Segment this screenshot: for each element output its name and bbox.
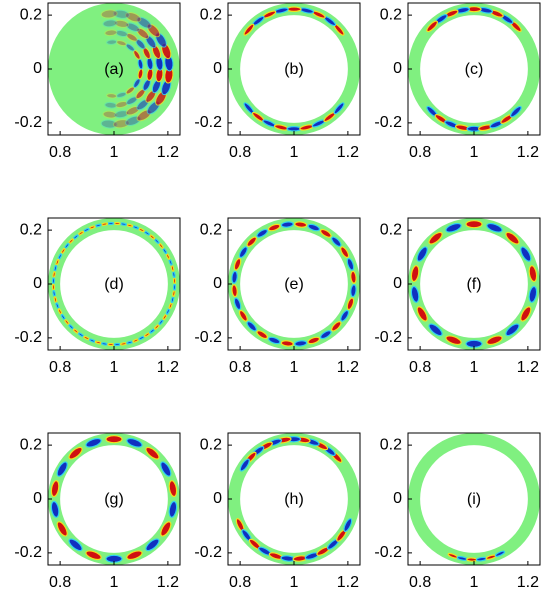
mode-pattern: [101, 223, 107, 226]
mode-pattern: [172, 290, 175, 296]
y-tick-label: 0: [33, 275, 42, 292]
y-tick-label: 0: [213, 275, 222, 292]
x-tick-label: 0.8: [49, 574, 71, 591]
mode-pattern: [466, 221, 482, 228]
y-tick-label: -0.2: [194, 114, 222, 131]
x-tick-label: 1.2: [337, 359, 359, 376]
figure: 0.8 1 1.2 0.2 0 -0.2 (a) 0.8 1 1.2 0.2 0 -0.2 (b) 0.8 1…: [0, 0, 548, 601]
panel-label: (c): [465, 61, 484, 78]
panel: 0.8 1 1.2 0.2 0 -0.2 (e): [194, 218, 360, 376]
y-tick-label: 0: [33, 60, 42, 77]
x-tick-label: 0.8: [409, 144, 431, 161]
x-tick-label: 0.8: [229, 359, 251, 376]
x-tick-label: 1: [290, 359, 299, 376]
x-tick-label: 1.2: [157, 144, 179, 161]
x-tick-label: 1: [110, 144, 119, 161]
y-tick-label: -0.2: [374, 544, 402, 561]
mode-pattern: [108, 222, 114, 224]
y-tick-label: -0.2: [14, 329, 42, 346]
mode-pattern: [52, 284, 54, 290]
y-tick-label: -0.2: [194, 544, 222, 561]
mode-pattern: [52, 278, 54, 284]
panel-label: (b): [284, 61, 304, 78]
y-tick-label: 0: [213, 490, 222, 507]
mode-pattern: [114, 343, 120, 345]
panel-label: (i): [467, 491, 481, 508]
x-tick-label: 1.2: [517, 574, 539, 591]
mode-pattern: [114, 222, 120, 224]
panel-label: (e): [284, 276, 304, 293]
y-tick-label: 0.2: [20, 6, 42, 23]
mode-pattern: [120, 342, 126, 345]
mode-pattern: [120, 223, 126, 226]
x-tick-label: 1: [110, 574, 119, 591]
y-tick-label: 0.2: [380, 436, 402, 453]
y-tick-label: 0.2: [20, 436, 42, 453]
y-tick-label: 0.2: [380, 6, 402, 23]
y-tick-label: 0: [393, 490, 402, 507]
y-tick-label: -0.2: [374, 114, 402, 131]
x-tick-label: 1.2: [337, 144, 359, 161]
panel: 0.8 1 1.2 0.2 0 -0.2 (c): [374, 3, 540, 161]
panel-label: (h): [284, 491, 304, 508]
y-tick-label: 0.2: [200, 436, 222, 453]
x-tick-label: 1: [470, 574, 479, 591]
x-tick-label: 0.8: [49, 144, 71, 161]
x-tick-label: 1.2: [517, 144, 539, 161]
x-tick-label: 1: [470, 144, 479, 161]
x-tick-label: 1.2: [157, 359, 179, 376]
mode-pattern: [106, 436, 122, 443]
y-tick-label: 0.2: [200, 221, 222, 238]
mode-pattern: [173, 278, 175, 284]
x-tick-label: 1: [470, 359, 479, 376]
y-tick-label: 0.2: [380, 221, 402, 238]
y-tick-label: -0.2: [374, 329, 402, 346]
x-tick-label: 1: [290, 144, 299, 161]
x-tick-label: 0.8: [229, 574, 251, 591]
mode-pattern: [287, 127, 301, 131]
x-tick-label: 1.2: [517, 359, 539, 376]
panel: 0.8 1 1.2 0.2 0 -0.2 (h): [194, 433, 360, 591]
mode-pattern: [101, 342, 107, 345]
mode-pattern: [53, 290, 56, 296]
y-tick-label: -0.2: [14, 544, 42, 561]
x-tick-label: 0.8: [229, 144, 251, 161]
x-tick-label: 0.8: [49, 359, 71, 376]
x-tick-label: 0.8: [409, 359, 431, 376]
panel-label: (d): [104, 276, 124, 293]
x-tick-label: 1: [290, 574, 299, 591]
y-tick-label: 0: [33, 490, 42, 507]
x-tick-label: 1.2: [157, 574, 179, 591]
panel: 0.8 1 1.2 0.2 0 -0.2 (d): [14, 218, 180, 376]
y-tick-label: 0: [393, 60, 402, 77]
mode-pattern: [106, 93, 116, 98]
y-tick-label: 0: [393, 275, 402, 292]
mode-pattern: [105, 29, 117, 36]
panel-label: (f): [466, 276, 481, 293]
x-tick-label: 1: [110, 359, 119, 376]
y-tick-label: 0: [213, 60, 222, 77]
mode-pattern: [173, 284, 175, 290]
panel: 0.8 1 1.2 0.2 0 -0.2 (i): [374, 433, 540, 591]
y-tick-label: 0.2: [200, 6, 222, 23]
y-tick-label: 0.2: [20, 221, 42, 238]
panel-label: (a): [104, 61, 124, 78]
mode-pattern: [106, 40, 116, 45]
x-tick-label: 0.8: [409, 574, 431, 591]
mode-pattern: [467, 558, 477, 562]
panel: 0.8 1 1.2 0.2 0 -0.2 (a): [14, 3, 180, 161]
mode-pattern: [108, 343, 114, 345]
mode-pattern: [105, 102, 117, 109]
panel: 0.8 1 1.2 0.2 0 -0.2 (g): [14, 433, 180, 591]
mode-pattern: [172, 271, 175, 277]
x-tick-label: 1.2: [337, 574, 359, 591]
panel: 0.8 1 1.2 0.2 0 -0.2 (b): [194, 3, 360, 161]
mode-pattern: [53, 271, 56, 277]
panel: 0.8 1 1.2 0.2 0 -0.2 (f): [374, 218, 540, 376]
mode-pattern: [287, 7, 301, 11]
y-tick-label: -0.2: [194, 329, 222, 346]
y-tick-label: -0.2: [14, 114, 42, 131]
panel-label: (g): [104, 491, 124, 508]
